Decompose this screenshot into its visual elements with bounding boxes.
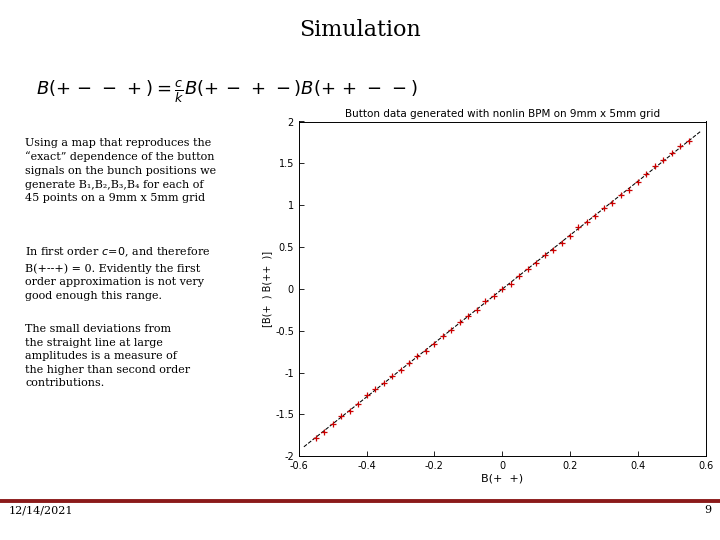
Y-axis label: [B(+  ) B(++  )]: [B(+ ) B(++ )] <box>262 251 272 327</box>
Text: $B(+\,-\,-\,+) = \frac{c}{k}B(+\,-\,+\,-)B(+\,+\,-\,-)$: $B(+\,-\,-\,+) = \frac{c}{k}B(+\,-\,+\,-… <box>36 78 418 105</box>
Text: Simulation: Simulation <box>299 19 421 41</box>
X-axis label: B(+  +): B(+ +) <box>481 474 523 484</box>
Title: Button data generated with nonlin BPM on 9mm x 5mm grid: Button data generated with nonlin BPM on… <box>345 109 660 119</box>
Text: Using a map that reproduces the
“exact” dependence of the button
signals on the : Using a map that reproduces the “exact” … <box>25 138 216 203</box>
Text: 12/14/2021: 12/14/2021 <box>9 505 73 516</box>
Text: In first order $c\!=\!0$, and therefore
B(+--+) = 0. Evidently the first
order a: In first order $c\!=\!0$, and therefore … <box>25 246 210 301</box>
Text: The small deviations from
the straight line at large
amplitudes is a measure of
: The small deviations from the straight l… <box>25 324 190 388</box>
Text: 9: 9 <box>704 505 711 516</box>
